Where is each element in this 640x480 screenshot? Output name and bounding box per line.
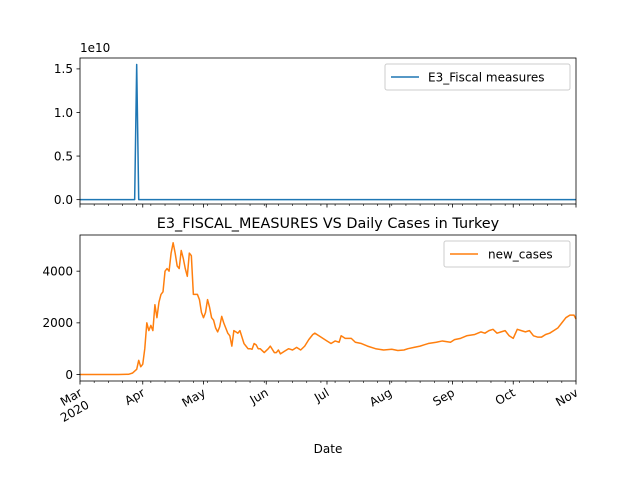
- series-line-new-cases: [80, 242, 577, 376]
- new-cases-series-layer: [80, 242, 577, 376]
- top-y-ticks: 0.0 0.5 1.0 1.5: [54, 62, 80, 207]
- bottom-y-ticks: 0 2000 4000: [42, 264, 80, 382]
- bottom-legend: new_cases: [443, 240, 571, 268]
- y-tick-label: 1.0: [54, 106, 73, 120]
- y-tick-label: 2000: [42, 316, 73, 330]
- legend-label-new-cases: new_cases: [488, 248, 553, 262]
- x-tick-label: Jul: [311, 385, 331, 405]
- y-tick-label: 0: [65, 368, 73, 382]
- fiscal-measures-axes: 1e10 0.0 0.5 1.0 1.5 E3_Fiscal measures: [54, 41, 577, 208]
- top-legend-box: [384, 63, 571, 91]
- series-line-e3-fiscal-measures: [80, 63, 576, 201]
- y-axis-multiplier: 1e10: [80, 41, 110, 55]
- bottom-legend-box: [443, 240, 571, 268]
- y-tick-label: 0.5: [54, 149, 73, 163]
- y-tick-label: 1.5: [54, 62, 73, 76]
- top-axes-frame: [79, 57, 577, 205]
- x-axis-label: Date: [314, 442, 343, 456]
- legend-label-fiscal: E3_Fiscal measures: [428, 71, 545, 85]
- y-tick-label: 4000: [42, 264, 73, 278]
- chart-title: E3_FISCAL_MEASURES VS Daily Cases in Tur…: [157, 216, 500, 232]
- top-legend: E3_Fiscal measures: [384, 63, 571, 91]
- y-tick-label: 0.0: [54, 193, 73, 207]
- bottom-axes-frame: [79, 234, 577, 382]
- fiscal-series-layer: [80, 63, 576, 201]
